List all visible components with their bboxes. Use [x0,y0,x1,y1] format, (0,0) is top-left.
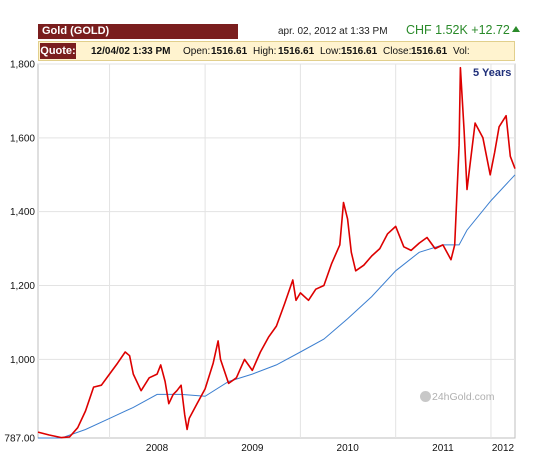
symbol-title-bar: Gold (GOLD) [38,24,238,39]
open-label: Open: [183,46,211,57]
price-line [37,66,516,439]
watermark: 24hGold.com [432,391,495,403]
high-label: High: [253,46,277,57]
quote-bar: Quote: 12/04/02 1:33 PM Open: 1516.61 Hi… [38,41,515,61]
low-label: Low: [320,46,342,57]
open-value: 1516.61 [211,46,248,57]
quote-label: Quote: [40,43,76,59]
y-tick-label: 787.00 [4,434,35,445]
x-tick-label: 2011 [432,443,454,454]
price-text: CHF 1.52K +12.72 [406,23,510,37]
header-datetime: apr. 02, 2012 at 1:33 PM [278,26,388,37]
high-value: 1516.61 [278,46,315,57]
y-tick-label: 1,000 [10,355,35,366]
close-value: 1516.61 [411,46,448,57]
moving-average-line [38,174,516,439]
x-tick-label: 2010 [337,443,360,454]
period-label[interactable]: 5 Years [473,67,512,79]
y-tick-label: 1,800 [10,60,35,71]
up-arrow-icon [511,26,520,32]
y-tick-label: 1,200 [10,281,35,292]
x-tick-label: 2009 [241,443,264,454]
x-tick-label: 2012 [492,443,515,454]
price-readout: CHF 1.52K +12.72 [406,23,520,37]
y-tick-label: 1,400 [10,207,35,218]
vol-label: Vol: [453,46,470,57]
watermark-logo-icon [420,391,431,402]
close-label: Close: [383,46,412,57]
quote-datetime: 12/04/02 1:33 PM [91,46,171,57]
y-tick-label: 1,600 [10,133,35,144]
low-value: 1516.61 [341,46,378,57]
x-tick-label: 2008 [146,443,169,454]
symbol-title: Gold (GOLD) [42,25,110,37]
